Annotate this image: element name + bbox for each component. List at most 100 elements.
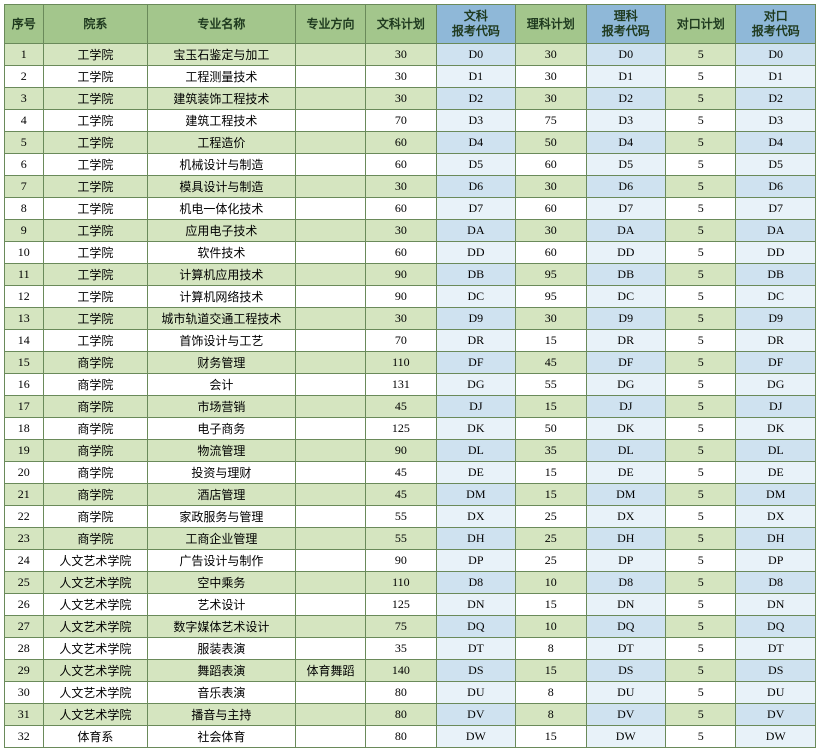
cell-r26-c9: DQ (736, 616, 816, 638)
table-row: 32体育系社会体育80DW15DW5DW (5, 726, 816, 748)
cell-r24-c4: 110 (366, 572, 436, 594)
cell-r24-c3 (295, 572, 365, 594)
cell-r22-c7: DH (586, 528, 666, 550)
cell-r10-c8: 5 (666, 264, 736, 286)
table-row: 28人文艺术学院服装表演35DT8DT5DT (5, 638, 816, 660)
cell-r26-c3 (295, 616, 365, 638)
cell-r14-c7: DF (586, 352, 666, 374)
cell-r13-c3 (295, 330, 365, 352)
cell-r30-c9: DV (736, 704, 816, 726)
table-row: 14工学院首饰设计与工艺70DR15DR5DR (5, 330, 816, 352)
table-row: 3工学院建筑装饰工程技术30D230D25D2 (5, 88, 816, 110)
cell-r13-c4: 70 (366, 330, 436, 352)
cell-r16-c8: 5 (666, 396, 736, 418)
cell-r5-c3 (295, 154, 365, 176)
cell-r12-c7: D9 (586, 308, 666, 330)
cell-r6-c9: D6 (736, 176, 816, 198)
cell-r0-c1: 工学院 (43, 44, 147, 66)
cell-r17-c0: 18 (5, 418, 44, 440)
cell-r20-c9: DM (736, 484, 816, 506)
cell-r0-c8: 5 (666, 44, 736, 66)
cell-r3-c6: 75 (516, 110, 586, 132)
cell-r20-c8: 5 (666, 484, 736, 506)
cell-r9-c6: 60 (516, 242, 586, 264)
cell-r12-c3 (295, 308, 365, 330)
cell-r6-c3 (295, 176, 365, 198)
cell-r1-c5: D1 (436, 66, 516, 88)
table-row: 10工学院软件技术60DD60DD5DD (5, 242, 816, 264)
cell-r25-c0: 26 (5, 594, 44, 616)
cell-r20-c1: 商学院 (43, 484, 147, 506)
cell-r5-c2: 机械设计与制造 (148, 154, 296, 176)
cell-r15-c3 (295, 374, 365, 396)
cell-r7-c5: D7 (436, 198, 516, 220)
cell-r11-c5: DC (436, 286, 516, 308)
cell-r9-c0: 10 (5, 242, 44, 264)
cell-r26-c0: 27 (5, 616, 44, 638)
cell-r23-c4: 90 (366, 550, 436, 572)
cell-r31-c8: 5 (666, 726, 736, 748)
cell-r4-c4: 60 (366, 132, 436, 154)
cell-r31-c5: DW (436, 726, 516, 748)
cell-r17-c1: 商学院 (43, 418, 147, 440)
cell-r21-c9: DX (736, 506, 816, 528)
cell-r2-c7: D2 (586, 88, 666, 110)
cell-r14-c8: 5 (666, 352, 736, 374)
cell-r26-c6: 10 (516, 616, 586, 638)
cell-r30-c7: DV (586, 704, 666, 726)
cell-r23-c6: 25 (516, 550, 586, 572)
cell-r30-c1: 人文艺术学院 (43, 704, 147, 726)
cell-r3-c8: 5 (666, 110, 736, 132)
cell-r15-c9: DG (736, 374, 816, 396)
cell-r21-c3 (295, 506, 365, 528)
cell-r19-c4: 45 (366, 462, 436, 484)
cell-r5-c8: 5 (666, 154, 736, 176)
cell-r26-c4: 75 (366, 616, 436, 638)
cell-r22-c5: DH (436, 528, 516, 550)
cell-r20-c2: 酒店管理 (148, 484, 296, 506)
cell-r13-c8: 5 (666, 330, 736, 352)
cell-r24-c0: 25 (5, 572, 44, 594)
cell-r11-c6: 95 (516, 286, 586, 308)
cell-r5-c0: 6 (5, 154, 44, 176)
cell-r18-c4: 90 (366, 440, 436, 462)
cell-r18-c3 (295, 440, 365, 462)
cell-r25-c7: DN (586, 594, 666, 616)
cell-r26-c2: 数字媒体艺术设计 (148, 616, 296, 638)
cell-r17-c3 (295, 418, 365, 440)
cell-r12-c4: 30 (366, 308, 436, 330)
cell-r6-c1: 工学院 (43, 176, 147, 198)
cell-r9-c4: 60 (366, 242, 436, 264)
cell-r10-c4: 90 (366, 264, 436, 286)
cell-r29-c0: 30 (5, 682, 44, 704)
cell-r23-c0: 24 (5, 550, 44, 572)
cell-r14-c0: 15 (5, 352, 44, 374)
cell-r31-c6: 15 (516, 726, 586, 748)
cell-r29-c5: DU (436, 682, 516, 704)
cell-r12-c1: 工学院 (43, 308, 147, 330)
cell-r22-c2: 工商企业管理 (148, 528, 296, 550)
cell-r6-c0: 7 (5, 176, 44, 198)
cell-r23-c8: 5 (666, 550, 736, 572)
cell-r23-c1: 人文艺术学院 (43, 550, 147, 572)
cell-r28-c9: DS (736, 660, 816, 682)
cell-r4-c7: D4 (586, 132, 666, 154)
cell-r4-c3 (295, 132, 365, 154)
cell-r26-c8: 5 (666, 616, 736, 638)
cell-r10-c6: 95 (516, 264, 586, 286)
cell-r16-c1: 商学院 (43, 396, 147, 418)
cell-r7-c2: 机电一体化技术 (148, 198, 296, 220)
cell-r17-c2: 电子商务 (148, 418, 296, 440)
cell-r16-c7: DJ (586, 396, 666, 418)
table-row: 30人文艺术学院音乐表演80DU8DU5DU (5, 682, 816, 704)
table-row: 4工学院建筑工程技术70D375D35D3 (5, 110, 816, 132)
cell-r30-c8: 5 (666, 704, 736, 726)
table-row: 11工学院计算机应用技术90DB95DB5DB (5, 264, 816, 286)
cell-r13-c0: 14 (5, 330, 44, 352)
table-row: 29人文艺术学院舞蹈表演体育舞蹈140DS15DS5DS (5, 660, 816, 682)
cell-r11-c9: DC (736, 286, 816, 308)
cell-r11-c3 (295, 286, 365, 308)
cell-r28-c0: 29 (5, 660, 44, 682)
cell-r8-c2: 应用电子技术 (148, 220, 296, 242)
cell-r20-c3 (295, 484, 365, 506)
